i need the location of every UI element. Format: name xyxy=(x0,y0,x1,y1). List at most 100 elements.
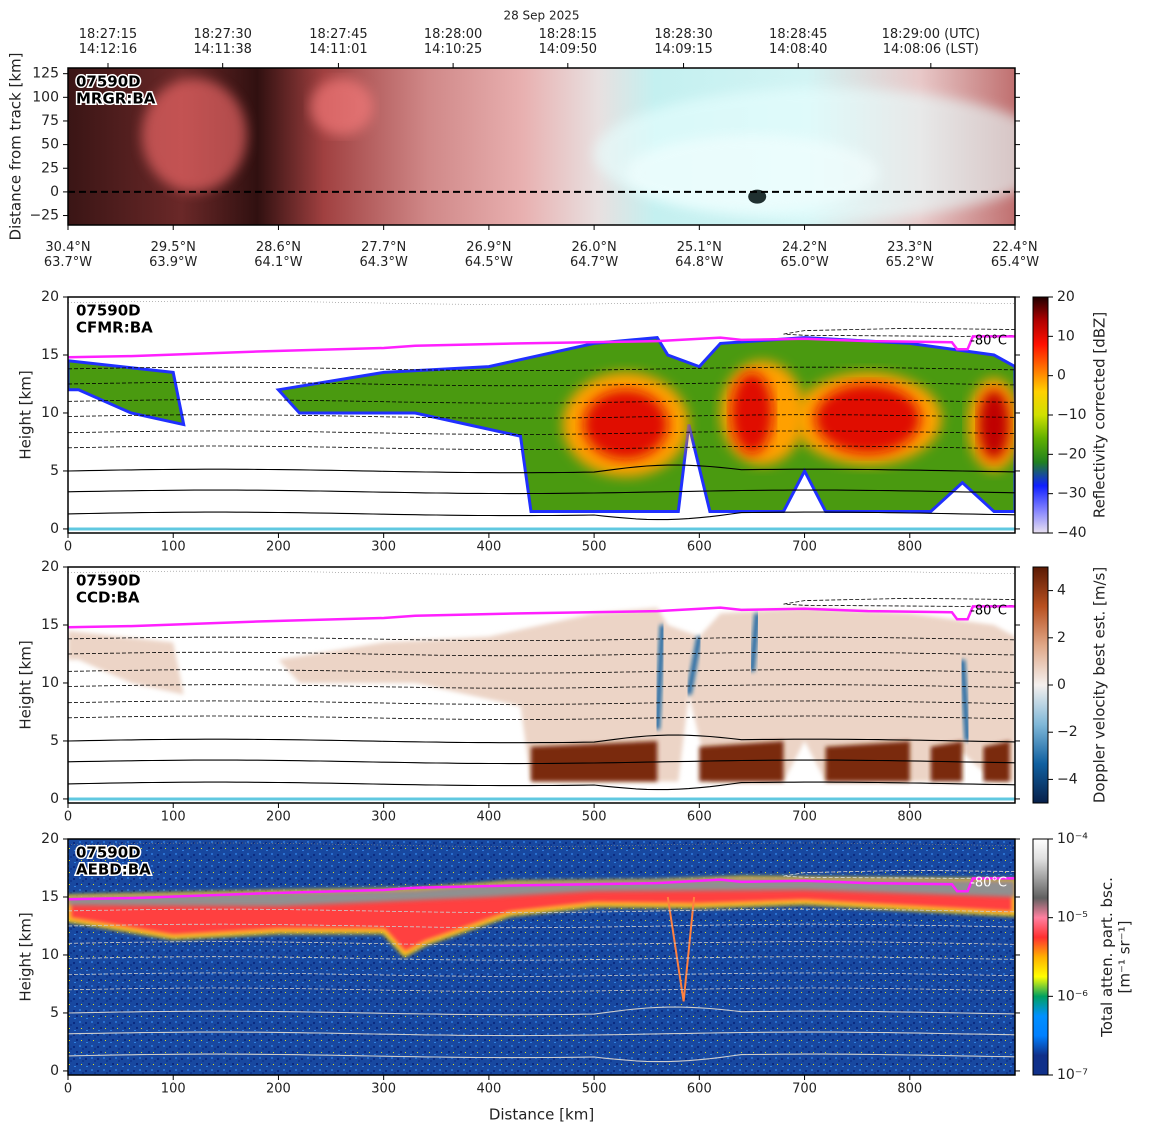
axes-frame xyxy=(67,67,1016,226)
temperature-contour xyxy=(68,464,1015,474)
x-tick-label: 700 xyxy=(792,1082,817,1097)
x-tick-label: 200 xyxy=(266,540,291,555)
cold-contour xyxy=(783,327,1015,337)
axes-frame xyxy=(67,566,1016,804)
x-tick-label: 200 xyxy=(266,1082,291,1097)
temperature-contour xyxy=(68,445,1015,450)
x-tick-label: 500 xyxy=(582,540,607,555)
panel-label: AEBD:BA xyxy=(76,861,151,879)
core xyxy=(730,372,773,454)
temperature-contour xyxy=(68,987,1015,992)
temperature-contour xyxy=(68,489,1015,495)
x-tick-label: 29.5°N 63.9°W xyxy=(149,240,197,270)
panel-label: CFMR:BA xyxy=(76,319,153,337)
temperature-contour xyxy=(68,715,1015,720)
y-tick-label: 0 xyxy=(50,184,59,200)
colorbar-label: Doppler velocity best est. [m/s] xyxy=(1091,567,1109,803)
top-tick-label: 18:29:00 (UTC) 14:08:06 (LST) xyxy=(882,27,980,57)
updraft xyxy=(749,613,760,672)
colorbar-label: Total atten. part. bsc.[m⁻¹ sr⁻¹] xyxy=(1098,877,1133,1038)
x-tick-label: 24.2°N 65.0°W xyxy=(780,240,828,270)
x-tick-label: 500 xyxy=(582,1082,607,1097)
x-tick-label: 0 xyxy=(64,810,72,825)
y-tick-label: 0 xyxy=(50,521,59,537)
date-title: 28 Sep 2025 xyxy=(503,9,579,23)
x-tick-label: 23.3°N 65.2°W xyxy=(886,240,934,270)
colorbar-tick-label: −40 xyxy=(1057,525,1087,541)
cloud-texture xyxy=(310,78,374,136)
panel-label: 07590D xyxy=(76,572,141,590)
temperature-contour xyxy=(68,430,1015,435)
spike xyxy=(666,896,696,1002)
y-tick-label: 75 xyxy=(41,113,59,129)
temperature-contour xyxy=(68,570,1015,575)
core xyxy=(978,389,1010,460)
colorbar xyxy=(1032,296,1049,534)
x-tick-label: 400 xyxy=(476,540,501,555)
updraft xyxy=(959,659,971,742)
contour-label: -80°C xyxy=(970,334,1007,349)
y-tick-label: 10 xyxy=(41,947,59,963)
temperature-contour xyxy=(68,636,1015,641)
x-tick-label: 500 xyxy=(582,810,607,825)
x-tick-label: 800 xyxy=(897,540,922,555)
x-tick-label: 30.4°N 63.7°W xyxy=(44,240,92,270)
colorbar-tick-label: 10⁻⁴ xyxy=(1057,831,1088,847)
x-tick-label: 800 xyxy=(897,810,922,825)
x-tick-label: 100 xyxy=(161,540,186,555)
core xyxy=(583,389,668,460)
temperature-contour xyxy=(68,366,1015,371)
updraft xyxy=(654,624,665,730)
x-tick-label: 300 xyxy=(371,540,396,555)
fall-streak xyxy=(531,741,658,782)
cloud-texture xyxy=(141,78,247,192)
y-tick-label: 125 xyxy=(32,66,59,82)
colorbar-tick-label: 4 xyxy=(1057,583,1066,599)
x-tick-label: 200 xyxy=(266,810,291,825)
x-tick-label: 600 xyxy=(687,810,712,825)
x-tick-label: 400 xyxy=(476,810,501,825)
x-tick-label: 27.7°N 64.3°W xyxy=(360,240,408,270)
temperature-contour xyxy=(68,842,1015,847)
y-axis-label: Height [km] xyxy=(17,640,35,729)
colorbar-tick-label: 20 xyxy=(1057,289,1075,305)
plot-area xyxy=(68,300,1015,531)
temperature-contour xyxy=(68,923,1015,929)
contour-label: -80°C xyxy=(970,876,1007,891)
top-tick-label: 18:28:45 14:08:40 xyxy=(769,27,827,57)
x-tick-label: 26.0°N 64.7°W xyxy=(570,240,618,270)
panel-label: 07590D xyxy=(76,73,141,91)
core xyxy=(815,383,921,454)
y-tick-label: 0 xyxy=(50,1063,59,1079)
plot-area xyxy=(68,68,1015,225)
y-tick-label: 100 xyxy=(32,89,59,105)
temperature-contour xyxy=(68,759,1015,765)
updraft xyxy=(686,636,702,696)
x-tick-label: 300 xyxy=(371,810,396,825)
cloud xyxy=(68,359,186,427)
x-tick-label: 22.4°N 65.4°W xyxy=(991,240,1039,270)
y-tick-label: 15 xyxy=(41,889,59,905)
colorbar-tick-label: 2 xyxy=(1057,630,1066,646)
colorbar-tick-label: 10⁻⁵ xyxy=(1057,910,1088,926)
cloud xyxy=(278,607,1015,782)
temperature-contour xyxy=(68,972,1015,977)
x-tick-label: 300 xyxy=(371,1082,396,1097)
y-tick-label: 50 xyxy=(41,137,59,153)
y-tick-label: 20 xyxy=(41,289,59,305)
temperature-contour xyxy=(68,399,1015,404)
temperature-contour xyxy=(68,511,1015,521)
colorbar-tick-label: −10 xyxy=(1057,407,1087,423)
y-tick-label: 20 xyxy=(41,559,59,575)
temperature-contour xyxy=(68,956,1015,961)
top-tick-label: 18:27:30 14:11:38 xyxy=(193,27,251,57)
x-tick-label: 800 xyxy=(897,1082,922,1097)
plot-area xyxy=(68,839,1015,1075)
x-tick-label: 26.9°N 64.5°W xyxy=(465,240,513,270)
colorbar-tick-label: 0 xyxy=(1057,677,1066,693)
x-tick-label: 100 xyxy=(161,1082,186,1097)
temperature-contour xyxy=(68,734,1015,744)
colorbar-label: Reflectivity corrected [dBZ] xyxy=(1091,312,1109,518)
colorbar xyxy=(1032,566,1049,804)
